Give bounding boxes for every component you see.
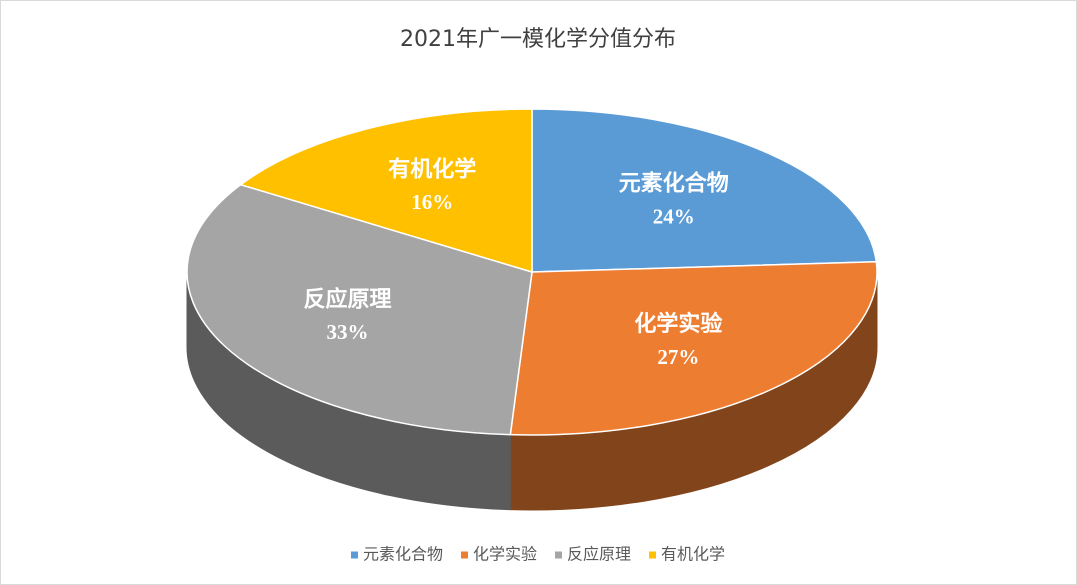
legend-label: 化学实验 bbox=[473, 545, 537, 564]
slice bbox=[239, 108, 533, 274]
slice bbox=[509, 260, 878, 436]
legend-label: 元素化合物 bbox=[363, 545, 443, 564]
slice-labels: 元素化合物 24% 化学实验 27% 反应原理 33% 有机化学 16% bbox=[304, 156, 729, 369]
slice-label: 元素化合物 bbox=[619, 171, 729, 197]
legend-swatch bbox=[350, 551, 358, 559]
legend-swatch bbox=[649, 551, 657, 559]
slice bbox=[186, 183, 533, 436]
legend-label: 反应原理 bbox=[567, 545, 631, 564]
slice bbox=[531, 108, 878, 273]
slice-label: 反应原理 bbox=[304, 286, 392, 312]
legend-swatch bbox=[460, 551, 468, 559]
slice-value-label: 27% bbox=[657, 345, 699, 369]
legend-swatch bbox=[555, 551, 562, 559]
legend: 元素化合物 化学实验 反应原理 有机化学 bbox=[350, 545, 725, 564]
slice-label: 化学实验 bbox=[634, 311, 722, 337]
slice-value-label: 33% bbox=[327, 320, 369, 344]
slice-label: 有机化学 bbox=[388, 156, 476, 182]
slice-value-label: 24% bbox=[653, 205, 695, 229]
legend-label: 有机化学 bbox=[661, 545, 725, 564]
pie-tops bbox=[186, 108, 878, 436]
chart-title: 2021年广一模化学分值分布 bbox=[400, 27, 676, 52]
slice-value-label: 16% bbox=[411, 190, 453, 214]
